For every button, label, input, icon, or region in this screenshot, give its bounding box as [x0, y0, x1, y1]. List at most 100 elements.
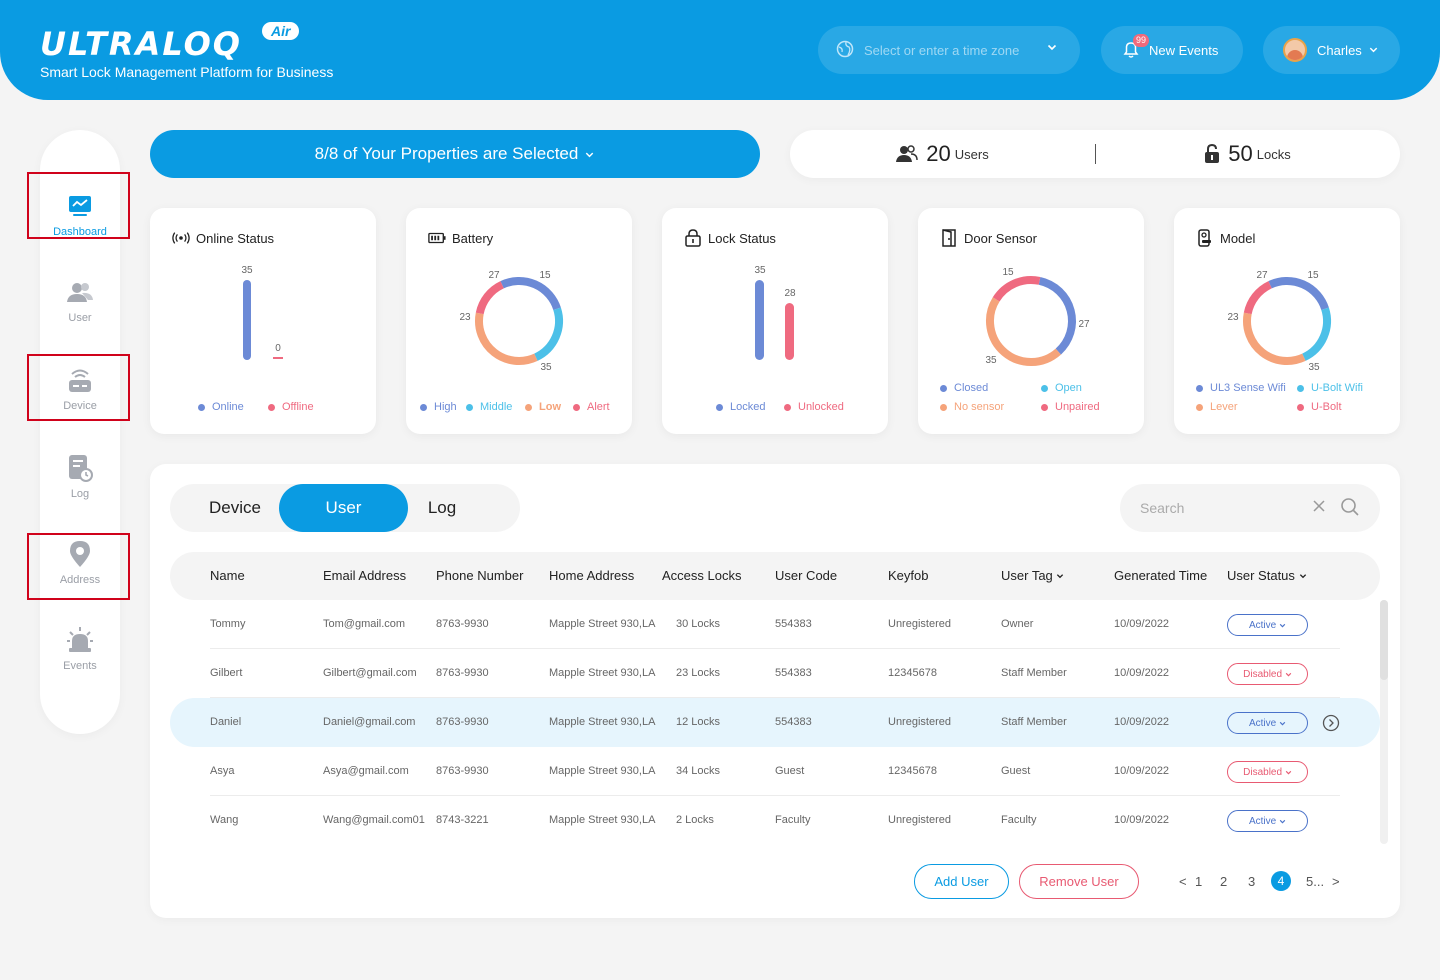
legend-item: High	[420, 401, 457, 413]
bar-value-label: 0	[275, 343, 281, 354]
pagination-prev[interactable]: <	[1179, 874, 1187, 889]
cell-home-address: Mapple Street 930,LA	[549, 667, 656, 679]
column-header-user-status[interactable]: User Status	[1227, 568, 1307, 583]
table-row[interactable]: Gilbert Gilbert@gmail.com 8763-9930 Mapple …	[170, 649, 1380, 698]
events-count-badge: 99	[1133, 34, 1150, 47]
cell-home-address: Mapple Street 930,LA	[549, 765, 656, 777]
online-status-card: Online Status 35 0 Online Offline	[150, 208, 376, 434]
row-detail-icon[interactable]	[1322, 714, 1340, 737]
cell-access-locks: 23 Locks	[676, 667, 721, 679]
lock-status-card: Lock Status 35 28 Locked Unlocked	[662, 208, 888, 434]
tab-log[interactable]: Log	[427, 498, 457, 517]
status-badge[interactable]: Active	[1227, 810, 1308, 832]
sidebar-item-events[interactable]: Events	[40, 626, 120, 696]
donut-slice	[475, 312, 538, 365]
clear-icon[interactable]	[1312, 499, 1326, 518]
remove-user-button[interactable]: Remove User	[1019, 864, 1139, 899]
column-header: Keyfob	[888, 568, 929, 583]
table-row[interactable]: Daniel Daniel@gmail.com 8763-9930 Mapple St…	[170, 698, 1380, 747]
logo-air-badge: Air	[262, 22, 300, 40]
lock-icon	[1204, 144, 1220, 164]
status-badge[interactable]: Disabled	[1227, 761, 1308, 783]
highlight-box	[27, 354, 130, 421]
sidebar-item-label: Device	[63, 400, 97, 412]
app-header: ULTRALOQ Air Smart Lock Management Platf…	[0, 0, 1440, 100]
column-header-user-tag[interactable]: User Tag	[1001, 568, 1064, 583]
legend-item: Locked	[716, 401, 765, 413]
cell-home-address: Mapple Street 930,LA	[549, 716, 656, 728]
chevron-down-icon	[1279, 819, 1286, 823]
cell-user-tag: Staff Member	[1001, 716, 1067, 728]
table-row[interactable]: Tommy Tom@gmail.com 8763-9930 Mapple Street…	[170, 600, 1380, 649]
bar-offline	[273, 357, 283, 359]
avatar	[1283, 38, 1307, 62]
brand-logo: ULTRALOQ Air	[40, 22, 300, 64]
search-input[interactable]: Search	[1140, 500, 1185, 516]
cell-user-code: 554383	[775, 716, 812, 728]
sidebar-item-label: User	[68, 312, 92, 324]
donut-slice	[1038, 276, 1076, 355]
cell-email: Asya@gmail.com	[323, 765, 409, 777]
cell-phone: 8763-9930	[436, 716, 489, 728]
legend-item: Middle	[466, 401, 512, 413]
status-badge[interactable]: Active	[1227, 614, 1308, 636]
page-link-current[interactable]: 4	[1271, 871, 1291, 891]
page-link[interactable]: 1	[1195, 874, 1203, 889]
page-link[interactable]: 2	[1220, 874, 1228, 889]
properties-select-button[interactable]: 8/8 of Your Properties are Selected	[150, 130, 760, 178]
page-link[interactable]: 3	[1248, 874, 1256, 889]
tab-user[interactable]: User	[279, 484, 408, 532]
donut-slice	[475, 281, 504, 315]
add-user-button[interactable]: Add User	[914, 864, 1009, 899]
smart-lock-icon	[1196, 229, 1214, 247]
search-icon[interactable]	[1340, 497, 1360, 522]
chevron-down-icon	[584, 149, 595, 160]
cell-generated-time: 10/09/2022	[1114, 716, 1170, 728]
sidebar-item-dashboard[interactable]: Dashboard	[40, 192, 120, 262]
cell-name: Daniel	[210, 716, 242, 728]
status-badge[interactable]: Disabled	[1227, 663, 1308, 685]
padlock-icon	[684, 229, 702, 247]
cell-email: Daniel@gmail.com	[323, 716, 416, 728]
new-events-button[interactable]: 99 New Events	[1101, 26, 1243, 74]
scrollbar-thumb[interactable]	[1380, 600, 1388, 680]
legend-item: Open	[1041, 382, 1082, 394]
cell-generated-time: 10/09/2022	[1114, 667, 1170, 679]
cell-name: Gilbert	[210, 667, 243, 679]
cell-access-locks: 12 Locks	[676, 716, 721, 728]
timezone-select[interactable]: Select or enter a time zone	[818, 26, 1080, 74]
pagination-next[interactable]: >	[1332, 874, 1340, 889]
column-header: Home Address	[549, 568, 635, 583]
chevron-down-icon	[1279, 721, 1286, 725]
cell-email: Tom@gmail.com	[323, 618, 406, 630]
status-badge[interactable]: Active	[1227, 712, 1308, 734]
sidebar-item-user[interactable]: User	[40, 278, 120, 348]
donut-slice	[986, 297, 1061, 366]
battery-icon	[428, 229, 446, 247]
page-link[interactable]: 5...	[1306, 874, 1325, 889]
table-row[interactable]: Asya Asya@gmail.com 8763-9930 Mapple Street…	[170, 747, 1380, 796]
legend-item: Unlocked	[784, 401, 844, 413]
user-menu[interactable]: Charles	[1263, 26, 1400, 74]
sidebar-item-device[interactable]: Device	[40, 366, 120, 436]
locks-count: 50 Locks	[1095, 141, 1400, 167]
tab-device[interactable]: Device	[209, 498, 261, 517]
door-sensor-donut-chart: 15 27 35	[985, 267, 1090, 366]
sidebar-item-label: Log	[70, 488, 90, 500]
chevron-down-icon	[1299, 574, 1306, 579]
sidebar-item-address[interactable]: Address	[40, 540, 120, 610]
chevron-down-icon	[1368, 43, 1379, 58]
table-scrollbar[interactable]	[1380, 600, 1388, 844]
donut-slice	[534, 307, 563, 361]
legend-item: U-Bolt Wifi	[1297, 382, 1363, 394]
donut-slice	[1243, 281, 1272, 315]
chevron-down-icon	[1285, 770, 1292, 774]
donut-slice	[1243, 312, 1306, 365]
users-count: 20 Users	[790, 141, 1095, 167]
sidebar-item-log[interactable]: Log	[40, 454, 120, 524]
bar-value-label: 35	[754, 265, 766, 276]
table-row[interactable]: Wang Wang@gmail.com01 8743-3221 Mapple Stre…	[170, 796, 1380, 845]
sidebar: Dashboard User Device Log Address Events	[40, 130, 120, 734]
cell-phone: 8763-9930	[436, 765, 489, 777]
donut-door	[986, 276, 1076, 366]
